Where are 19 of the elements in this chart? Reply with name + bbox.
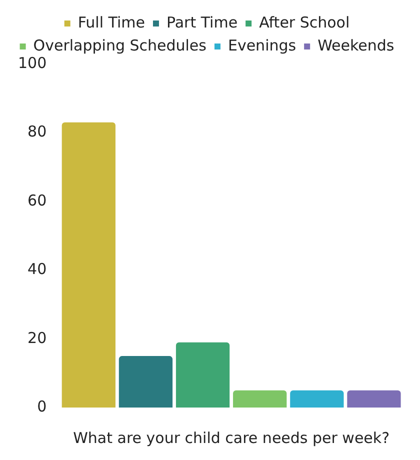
legend-label: Full Time bbox=[78, 13, 145, 32]
bar bbox=[176, 342, 230, 408]
y-tick-label: 60 bbox=[28, 191, 47, 210]
y-tick-label: 40 bbox=[28, 260, 47, 278]
x-axis-title: What are your child care needs per week? bbox=[73, 428, 390, 447]
legend-label: Overlapping Schedules bbox=[33, 36, 207, 54]
y-tick-label: 0 bbox=[37, 397, 47, 416]
legend-label: Evenings bbox=[228, 36, 296, 54]
y-tick-label: 100 bbox=[18, 54, 47, 72]
bar bbox=[233, 390, 287, 408]
y-tick-label: 80 bbox=[28, 122, 47, 141]
legend-label: After School bbox=[259, 13, 350, 32]
bar bbox=[62, 122, 116, 408]
bar bbox=[290, 390, 344, 408]
legend-label: Weekends bbox=[318, 36, 394, 54]
bar bbox=[347, 390, 401, 408]
legend-label: Part Time bbox=[166, 13, 238, 32]
bar bbox=[118, 356, 173, 408]
y-tick-label: 20 bbox=[28, 328, 47, 347]
